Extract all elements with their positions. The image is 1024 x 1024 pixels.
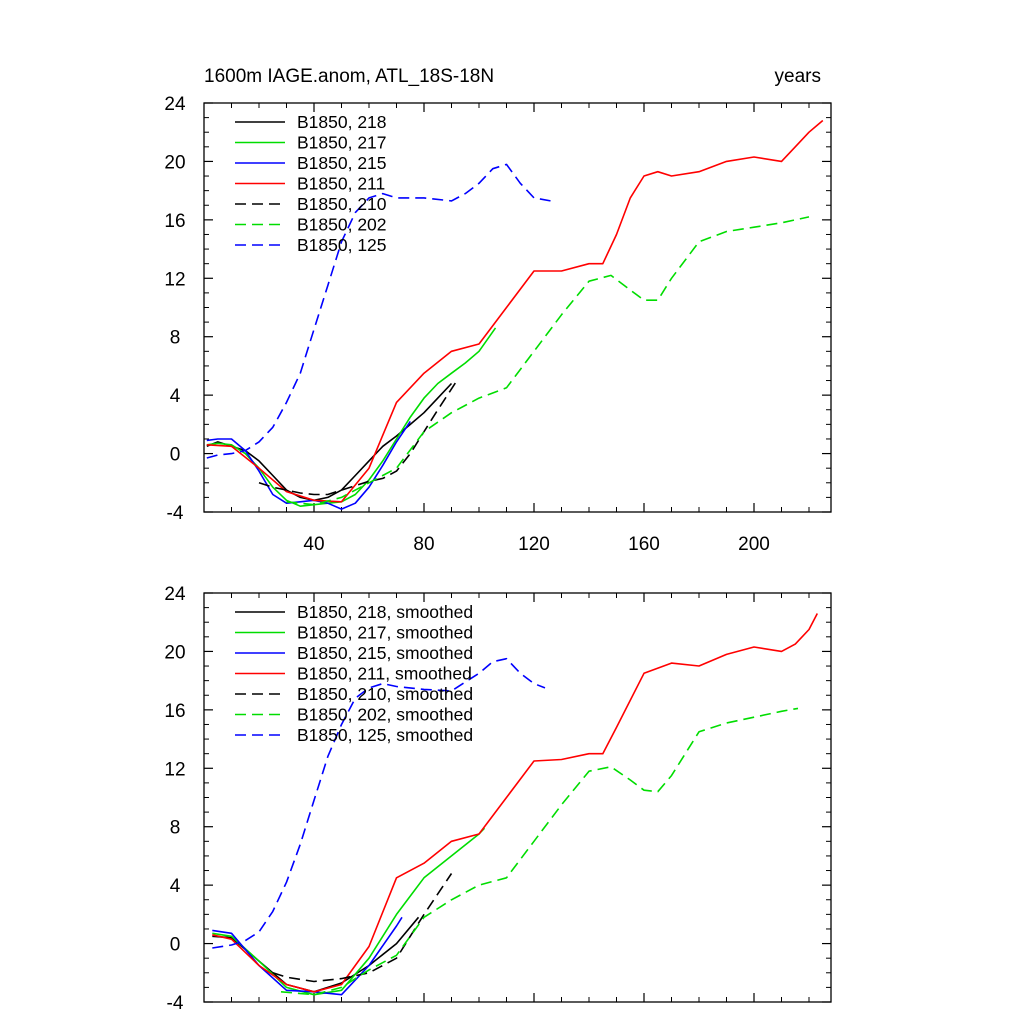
axis-ticks <box>204 102 831 513</box>
series-lines <box>206 119 824 510</box>
legend-label: B1850, 211 <box>297 174 385 194</box>
y-tick-label: 0 <box>170 445 181 466</box>
x-tick-label: 120 <box>518 534 550 555</box>
series-line-3 <box>206 420 411 510</box>
y-tick-label: -4 <box>167 503 184 524</box>
legend-label: B1850, 217 <box>297 133 387 153</box>
chart-units-label: years <box>775 66 821 87</box>
legend-label: B1850, 202, smoothed <box>297 705 473 725</box>
y-tick-label: 20 <box>164 152 185 173</box>
y-tick-label: 12 <box>164 269 185 290</box>
legend-label: B1850, 202 <box>297 215 387 235</box>
legend-label: B1850, 218 <box>297 112 387 132</box>
axis-ticks <box>204 592 831 1003</box>
legend-label: B1850, 210, smoothed <box>297 684 473 704</box>
x-tick-label: 200 <box>738 534 770 555</box>
legend-label: B1850, 218, smoothed <box>297 602 473 622</box>
series-line-1 <box>206 382 453 502</box>
y-tick-label: 16 <box>164 701 185 722</box>
y-tick-label: 12 <box>164 759 185 780</box>
y-tick-label: 4 <box>170 386 181 407</box>
series-line-7 <box>212 657 546 949</box>
series-line-6 <box>286 216 810 506</box>
series-line-4 <box>212 613 819 993</box>
series-line-2 <box>212 827 486 996</box>
y-tick-label: 24 <box>164 94 186 115</box>
legend-label: B1850, 125 <box>297 235 387 255</box>
y-tick-label: 0 <box>170 935 181 956</box>
series-line-6 <box>280 707 799 996</box>
y-tick-label: 8 <box>170 818 181 839</box>
y-tick-label: -4 <box>167 993 184 1014</box>
x-tick-label: 80 <box>413 534 434 555</box>
series-line-7 <box>206 163 551 459</box>
series-lines <box>212 613 819 996</box>
series-line-5 <box>272 873 453 983</box>
y-tick-label: 8 <box>170 328 181 349</box>
plot-panel-1: -4 0 4 8 12 16 20 24 40 80 120 160 200 1600m IAGE.ano… <box>164 66 832 555</box>
y-tick-label: 16 <box>164 211 185 232</box>
x-tick-label: 40 <box>303 534 324 555</box>
legend-label: B1850, 210 <box>297 194 387 214</box>
y-tick-label: 4 <box>170 876 181 897</box>
y-tick-label: 20 <box>164 642 185 663</box>
legend-label: B1850, 211, smoothed <box>297 664 472 684</box>
legend-label: B1850, 125, smoothed <box>297 725 473 745</box>
legend-label: B1850, 215 <box>297 153 387 173</box>
chart-title: 1600m IAGE.anom, ATL_18S-18N <box>204 66 494 87</box>
series-line-3 <box>212 916 403 996</box>
legend-label: B1850, 215, smoothed <box>297 643 473 663</box>
legend-label: B1850, 217, smoothed <box>297 623 473 643</box>
x-tick-label: 160 <box>628 534 660 555</box>
y-tick-label: 24 <box>164 584 186 605</box>
